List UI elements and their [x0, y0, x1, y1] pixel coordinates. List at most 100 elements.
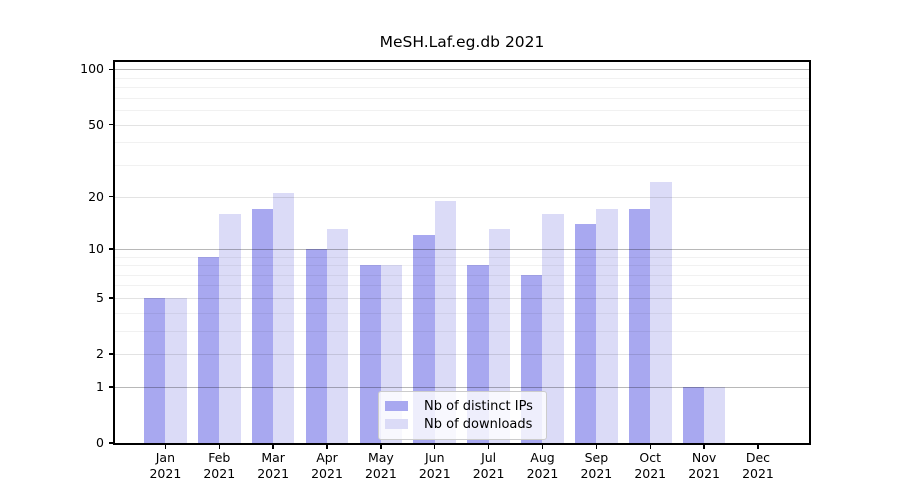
- x-tick-label: Jan 2021: [133, 450, 197, 481]
- gridline-y8: [115, 265, 809, 267]
- x-tick-month: Jul: [481, 450, 497, 465]
- bar-downloads-jun: [434, 200, 457, 443]
- gridline-y5: [115, 297, 809, 299]
- bar-ips-sep: [575, 223, 597, 443]
- bar-downloads-oct: [650, 182, 672, 443]
- x-tick-label: Mar 2021: [241, 450, 305, 481]
- legend: Nb of distinct IPs Nb of downloads: [378, 391, 547, 440]
- x-tick-mark: [703, 445, 705, 450]
- gridline-y30: [115, 165, 809, 166]
- bar-ips-oct: [628, 209, 651, 443]
- x-tick-label: Oct 2021: [618, 450, 682, 481]
- y-tick-label: 1: [96, 378, 104, 394]
- y-tick-mark: [108, 386, 114, 388]
- plot-area: Nb of distinct IPs Nb of downloads: [113, 60, 811, 445]
- gridline-y80: [115, 87, 809, 89]
- bar-ips-nov: [682, 386, 705, 443]
- x-tick-mark: [218, 445, 220, 450]
- gridline-y10: [115, 248, 809, 250]
- x-tick-mark: [380, 445, 382, 450]
- bar-downloads-nov: [704, 386, 726, 443]
- gridline-y60: [115, 110, 809, 112]
- x-tick-label: Sep 2021: [564, 450, 628, 481]
- x-tick-month: Aug: [530, 450, 555, 465]
- x-tick-year: 2021: [742, 465, 774, 481]
- x-tick-month: Nov: [691, 450, 717, 465]
- bar-downloads-aug: [542, 213, 564, 443]
- y-tick-label: 50: [88, 116, 104, 132]
- x-tick-mark: [434, 445, 436, 450]
- gridline-y2: [115, 354, 809, 356]
- x-tick-month: Jan: [155, 450, 176, 465]
- y-tick-label: 0: [96, 435, 104, 450]
- gridline-y20: [115, 196, 809, 198]
- x-tick-year: 2021: [580, 465, 613, 481]
- x-tick-mark: [649, 445, 651, 450]
- x-tick-mark: [757, 445, 759, 450]
- gridline-y50: [115, 124, 809, 126]
- gridline-y4: [115, 312, 809, 314]
- bar-downloads-mar: [273, 192, 295, 443]
- x-tick-year: 2021: [526, 465, 559, 481]
- y-tick-mark: [108, 195, 114, 198]
- bar-downloads-apr: [327, 229, 349, 443]
- y-tick-mark: [108, 297, 114, 299]
- x-tick-year: 2021: [149, 465, 182, 481]
- x-tick-month: Oct: [639, 450, 662, 465]
- bar-downloads-sep: [596, 209, 618, 443]
- x-tick-label: Jul 2021: [457, 450, 521, 481]
- legend-label: Nb of distinct IPs: [424, 398, 533, 414]
- gridline-y100: [115, 69, 809, 71]
- y-tick-label: 2: [96, 346, 104, 362]
- x-tick-label: Feb 2021: [187, 450, 251, 481]
- bar-ips-feb: [197, 256, 220, 443]
- x-tick-mark: [541, 445, 544, 450]
- x-tick-label: Dec 2021: [726, 450, 790, 481]
- x-tick-month: Jun: [424, 450, 445, 465]
- legend-swatch: [385, 401, 408, 411]
- y-tick-mark: [108, 353, 114, 355]
- bar-ips-may: [359, 265, 381, 443]
- x-tick-mark: [487, 445, 490, 450]
- bar-downloads-jul: [488, 229, 510, 443]
- x-tick-month: Feb: [208, 450, 231, 465]
- bar-downloads-feb: [219, 213, 241, 443]
- gridline-y70: [115, 97, 809, 99]
- x-tick-label: Apr 2021: [295, 450, 359, 481]
- x-tick-month: Mar: [261, 450, 285, 465]
- y-tick-label: 20: [88, 188, 104, 204]
- x-tick-mark: [326, 445, 328, 450]
- y-tick-mark: [108, 68, 114, 71]
- x-tick-year: 2021: [311, 465, 343, 481]
- x-tick-label: Aug 2021: [510, 450, 574, 481]
- x-tick-month: Apr: [316, 450, 338, 465]
- x-tick-mark: [164, 445, 167, 450]
- y-tick-mark: [108, 248, 114, 250]
- bar-downloads-jan: [165, 297, 187, 443]
- x-tick-label: Jun 2021: [403, 450, 467, 481]
- x-tick-year: 2021: [203, 465, 236, 481]
- chart-title: MeSH.Laf.eg.db 2021: [379, 33, 545, 51]
- gridline-y3: [115, 330, 809, 332]
- gridline-y7: [115, 274, 809, 276]
- bar-ips-apr: [305, 248, 327, 443]
- x-tick-month: May: [367, 450, 394, 465]
- x-tick-year: 2021: [257, 465, 290, 481]
- x-tick-year: 2021: [688, 465, 720, 481]
- y-tick-label: 100: [80, 61, 104, 77]
- y-tick-mark: [108, 442, 114, 444]
- x-tick-mark: [272, 445, 274, 450]
- gridline-y1: [115, 386, 809, 388]
- gridline-y40: [115, 142, 809, 144]
- legend-row: Nb of downloads: [385, 415, 538, 433]
- y-tick-mark: [108, 124, 114, 126]
- x-tick-year: 2021: [634, 465, 667, 481]
- y-tick-label: 5: [96, 289, 104, 305]
- x-tick-year: 2021: [472, 465, 505, 481]
- bar-ips-jan: [144, 297, 166, 443]
- x-tick-year: 2021: [418, 465, 451, 481]
- x-tick-mark: [595, 445, 597, 450]
- x-tick-month: Sep: [584, 450, 609, 465]
- gridline-y6: [115, 285, 809, 287]
